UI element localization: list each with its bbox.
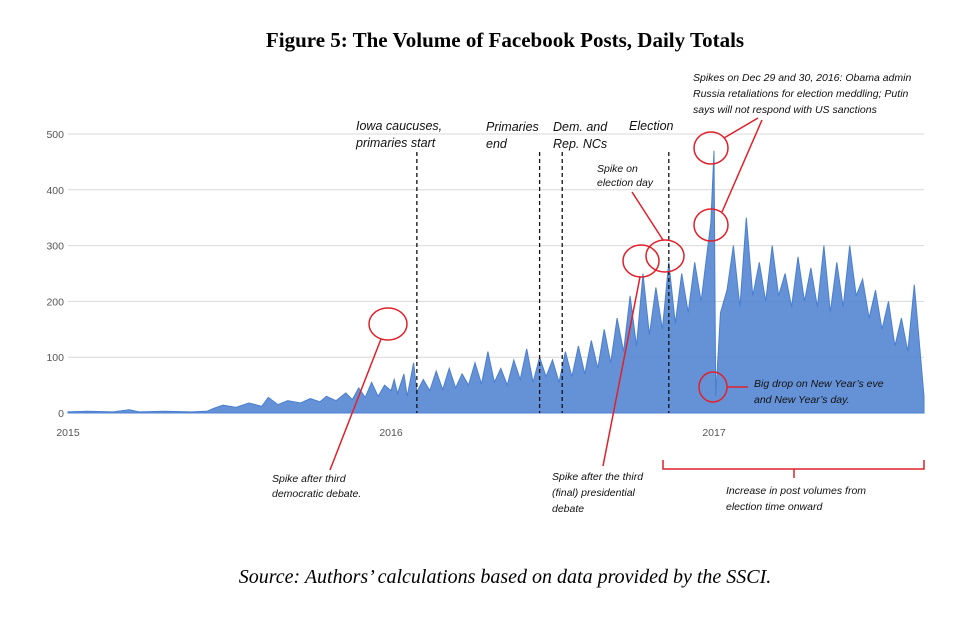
event-lines [416, 152, 670, 413]
source-note: Source: Authors’ calculations based on d… [238, 566, 772, 588]
y-tick-labels: 0 100 200 300 400 500 [46, 129, 64, 420]
marker-circle-debate [368, 307, 408, 341]
annotation-text-election-day: Spike on election day [597, 163, 654, 189]
marker-pointer-election-day [631, 191, 664, 241]
annotation-text-election-onward: Increase in post volumes from election t… [726, 485, 869, 513]
event-label-election: Election [629, 119, 674, 133]
facebook-posts-chart: 0 100 200 300 400 500 2015 2016 2017 Iowa caucu… [46, 72, 925, 515]
bracket-election-onward [662, 460, 925, 478]
y-tick-label: 100 [46, 352, 64, 364]
y-tick-label: 400 [46, 185, 64, 197]
annotation-text-debate: Spike after third democratic debate. [272, 473, 361, 500]
marker-pointer-final-debate [602, 276, 641, 467]
marker-circle-final-debate [622, 244, 660, 278]
y-tick-label: 200 [46, 296, 64, 308]
annotation-text-dec29-30: Spikes on Dec 29 and 30, 2016: Obama adm… [693, 72, 914, 116]
x-tick-label: 2015 [56, 427, 80, 439]
posts-series [67, 150, 925, 414]
x-tick-label: 2016 [379, 427, 403, 439]
event-label-primaries-end: Primaries end [486, 120, 542, 151]
y-tick-label: 300 [46, 241, 64, 253]
y-tick-label: 0 [58, 408, 64, 420]
event-label-iowa: Iowa caucuses, primaries start [355, 119, 446, 150]
event-label-conventions: Dem. and Rep. NCs [553, 120, 611, 151]
marker-circle-dec29 [693, 131, 729, 165]
annotation-markers [329, 117, 925, 478]
marker-circle-dec30 [693, 208, 729, 242]
figure-title: Figure 5: The Volume of Facebook Posts, … [265, 28, 745, 52]
marker-circle-election-day [645, 239, 685, 273]
annotation-text-new-year: Big drop on New Year’s eve and New Year’… [754, 378, 887, 406]
marker-pointer-dec29 [723, 117, 759, 139]
x-tick-label: 2017 [702, 427, 726, 439]
annotation-text-final-debate: Spike after the third (final) presidenti… [552, 471, 646, 515]
series-area [67, 150, 925, 414]
x-tick-labels: 2015 2016 2017 [56, 427, 726, 439]
y-tick-label: 500 [46, 129, 64, 141]
marker-pointer-debate [329, 338, 382, 471]
marker-pointer-dec30 [721, 119, 763, 213]
